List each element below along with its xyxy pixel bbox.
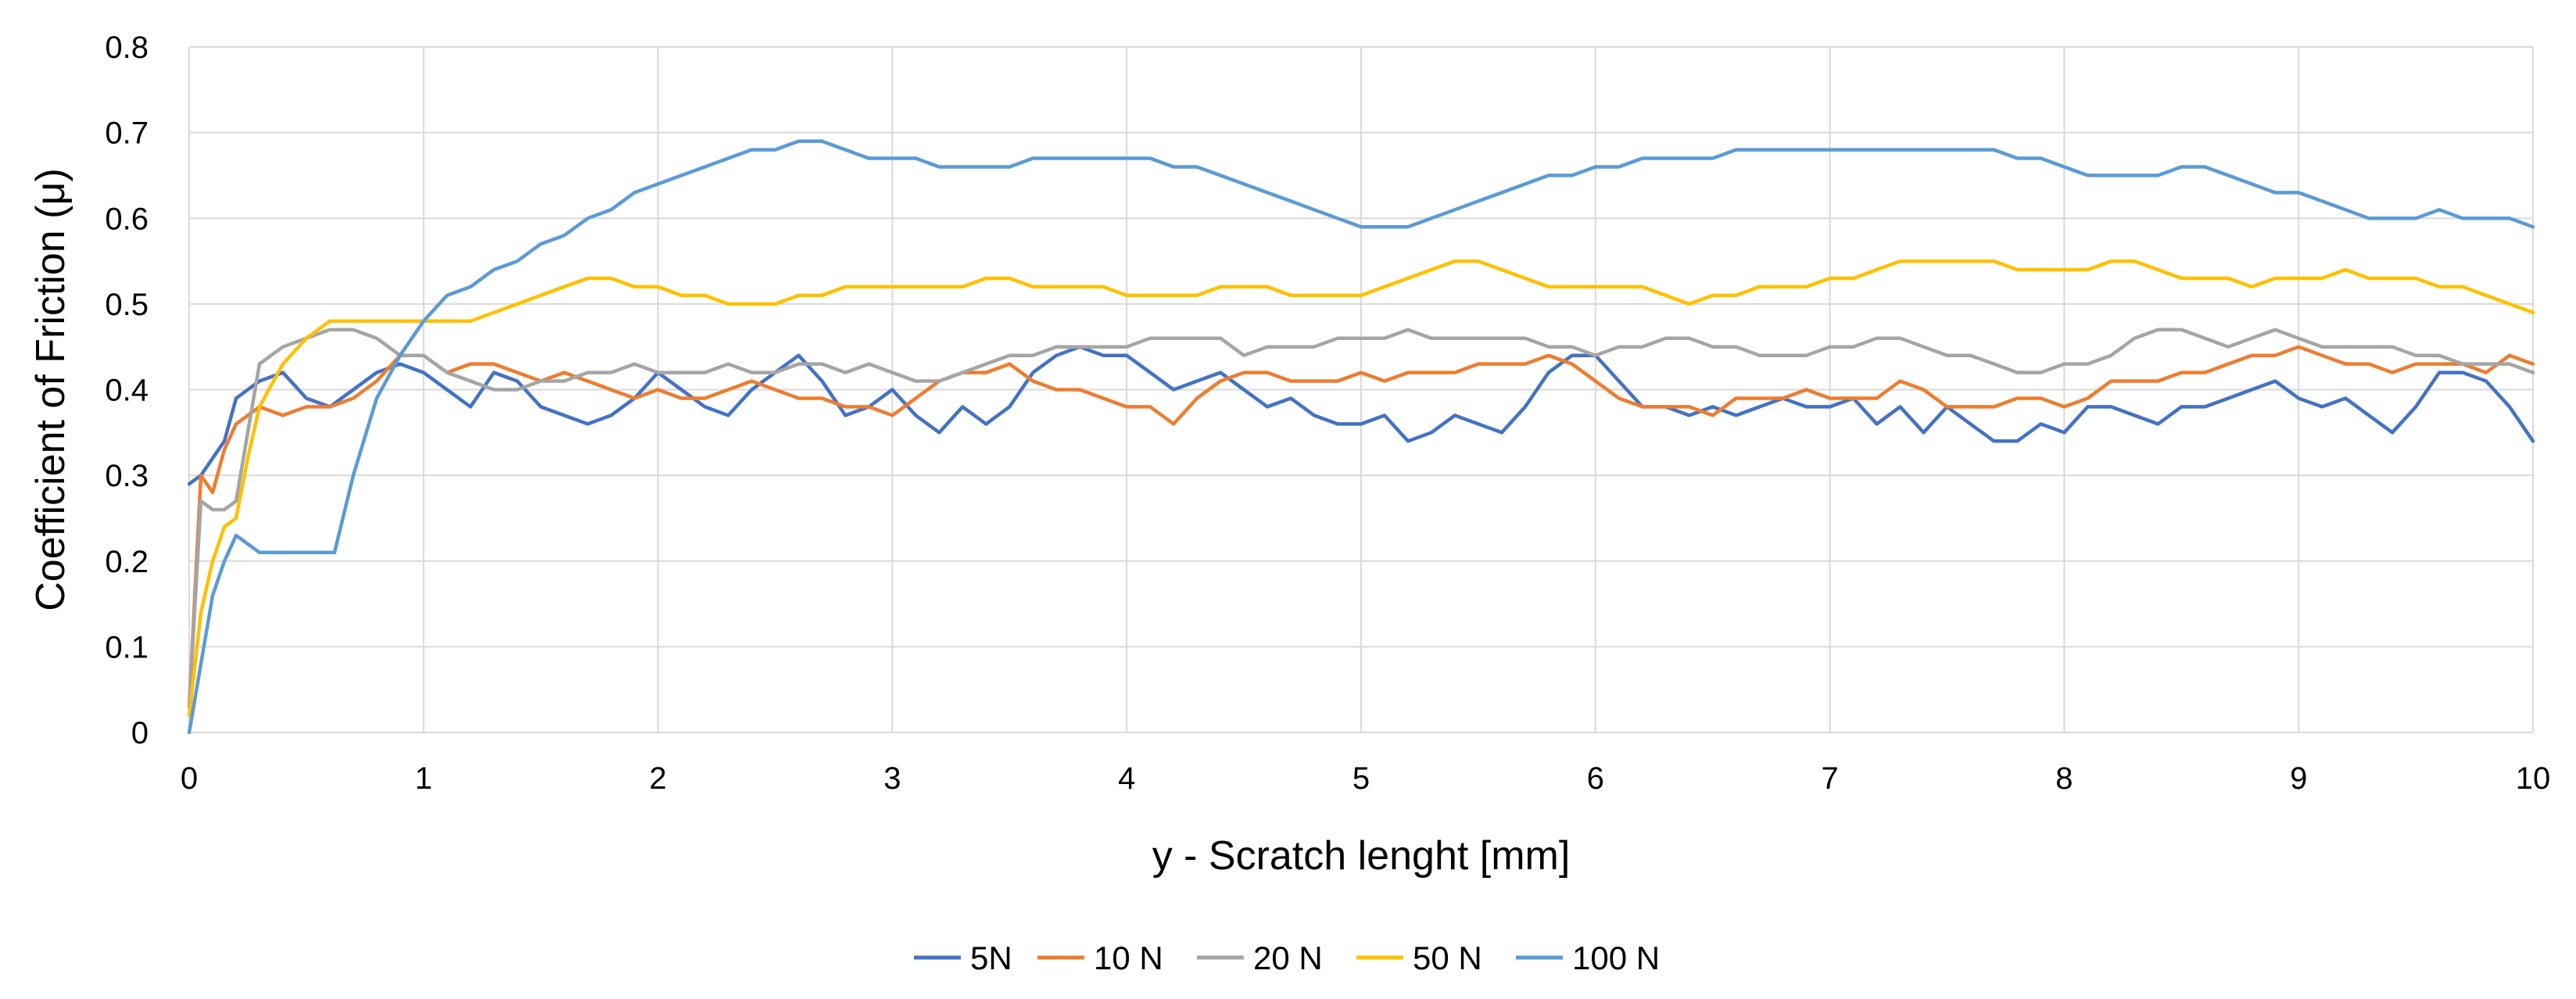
y-tick-label: 0.1 [105, 630, 149, 664]
x-tick-label: 0 [181, 761, 198, 796]
x-tick-label: 9 [2290, 761, 2307, 796]
y-tick-label: 0.8 [105, 30, 149, 65]
x-tick-label: 5 [1352, 761, 1370, 796]
legend-label: 100 N [1572, 940, 1660, 976]
legend: 5N 10 N 20 N 50 N 100 N [914, 940, 1660, 976]
series-line-4 [187, 259, 2535, 718]
legend-label: 50 N [1413, 940, 1482, 976]
series-lines [187, 139, 2535, 735]
series-line-1 [187, 345, 2535, 486]
x-tick-label: 10 [2516, 761, 2551, 796]
legend-label: 5N [970, 940, 1012, 976]
x-tick-label: 6 [1587, 761, 1604, 796]
tick-labels: 0 0.1 0.2 0.3 0.4 0.5 0.6 0.7 0.8 0 1 2 3 4 5 6 7 8 9 10 [105, 30, 2550, 796]
legend-label: 10 N [1094, 940, 1163, 976]
y-tick-label: 0.2 [105, 545, 149, 579]
y-tick-label: 0.6 [105, 202, 149, 236]
x-axis-title: y - Scratch lenght [mm] [1152, 833, 1571, 879]
x-tick-label: 1 [415, 761, 432, 796]
y-tick-label: 0.4 [105, 374, 149, 408]
series-line-5 [187, 139, 2535, 735]
y-tick-label: 0.3 [105, 459, 149, 493]
x-tick-label: 4 [1118, 761, 1135, 796]
legend-label: 20 N [1253, 940, 1323, 976]
x-tick-label: 3 [883, 761, 901, 796]
x-tick-label: 8 [2055, 761, 2073, 796]
series-line-3 [187, 328, 2535, 709]
x-tick-label: 7 [1821, 761, 1838, 796]
y-tick-label: 0.5 [105, 288, 149, 322]
y-axis-title: Coefficient of Friction (μ) [28, 168, 73, 611]
x-tick-label: 2 [649, 761, 666, 796]
y-tick-label: 0.7 [105, 116, 149, 151]
series-line-2 [187, 345, 2535, 709]
gridlines [188, 46, 2534, 733]
y-tick-label: 0 [131, 716, 149, 750]
